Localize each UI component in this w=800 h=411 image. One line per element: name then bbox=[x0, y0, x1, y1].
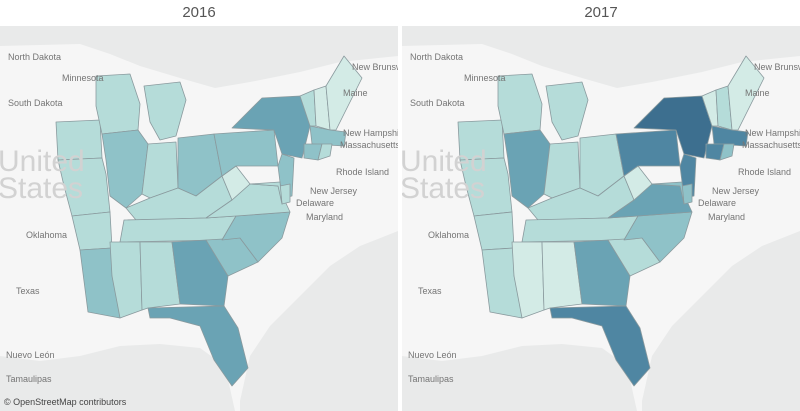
panel-divider bbox=[398, 0, 402, 411]
state-shape-al[interactable] bbox=[541, 241, 583, 311]
label-maryland: Maryland bbox=[708, 212, 745, 222]
water-area bbox=[0, 344, 235, 411]
label-states: States bbox=[402, 172, 485, 205]
label-minnesota: Minnesota bbox=[464, 73, 506, 83]
state-shape-il[interactable] bbox=[503, 129, 551, 209]
choropleth-map[interactable]: North Dakota Minnesota South Dakota Unit… bbox=[402, 26, 800, 411]
state-shape-ri[interactable] bbox=[719, 143, 735, 161]
state-shape-il[interactable] bbox=[101, 129, 149, 209]
label-south-dakota: South Dakota bbox=[8, 98, 63, 108]
panel-title: 2016 bbox=[0, 0, 398, 26]
label-nuevo-leon: Nuevo León bbox=[408, 350, 457, 360]
label-states: States bbox=[0, 172, 83, 205]
state-shape-ms[interactable] bbox=[511, 241, 545, 319]
state-shape-fl[interactable] bbox=[147, 305, 249, 387]
state-shape-pa[interactable] bbox=[615, 129, 681, 177]
label-massachusetts: Massachusetts bbox=[742, 140, 800, 150]
state-shape-ri[interactable] bbox=[317, 143, 333, 161]
state-shape-ma[interactable] bbox=[309, 125, 347, 147]
choropleth-map[interactable]: North Dakota Minnesota South Dakota Unit… bbox=[0, 26, 398, 411]
label-oklahoma: Oklahoma bbox=[428, 230, 469, 240]
label-delaware: Delaware bbox=[698, 198, 736, 208]
state-shape-wi[interactable] bbox=[95, 73, 141, 135]
label-new-brunswick: New Brunswick bbox=[754, 62, 800, 72]
label-nuevo-leon: Nuevo León bbox=[6, 350, 55, 360]
place-labels: North Dakota Minnesota South Dakota Unit… bbox=[402, 52, 800, 384]
label-maine: Maine bbox=[343, 88, 368, 98]
map-panel-2016: 2016 North Dakota Minnesota South Dakota… bbox=[0, 0, 398, 411]
state-shape-me[interactable] bbox=[727, 55, 765, 131]
state-shape-ga[interactable] bbox=[171, 239, 229, 307]
panel-title: 2017 bbox=[402, 0, 800, 26]
label-oklahoma: Oklahoma bbox=[26, 230, 67, 240]
label-tamaulipas: Tamaulipas bbox=[408, 374, 454, 384]
state-shape-ny[interactable] bbox=[633, 95, 713, 159]
label-rhode-island: Rhode Island bbox=[738, 167, 791, 177]
label-texas: Texas bbox=[16, 286, 40, 296]
place-labels: North Dakota Minnesota South Dakota Unit… bbox=[0, 52, 398, 384]
state-shape-tn[interactable] bbox=[119, 215, 237, 243]
water-area bbox=[402, 344, 637, 411]
state-shape-ny[interactable] bbox=[231, 95, 311, 159]
state-shape-ms[interactable] bbox=[109, 241, 143, 319]
state-shape-ga[interactable] bbox=[573, 239, 631, 307]
state-layer bbox=[0, 26, 398, 411]
state-shape-me[interactable] bbox=[325, 55, 363, 131]
state-shape-mi[interactable] bbox=[143, 81, 187, 141]
label-new-jersey: New Jersey bbox=[310, 186, 358, 196]
state-shape-md[interactable] bbox=[249, 181, 283, 205]
label-minnesota: Minnesota bbox=[62, 73, 104, 83]
label-new-brunswick: New Brunswick bbox=[352, 62, 398, 72]
label-maine: Maine bbox=[745, 88, 770, 98]
label-maryland: Maryland bbox=[306, 212, 343, 222]
state-shape-mi[interactable] bbox=[545, 81, 589, 141]
water-area bbox=[0, 26, 398, 88]
label-texas: Texas bbox=[418, 286, 442, 296]
label-united: United bbox=[0, 145, 85, 178]
map-panel-2017: 2017 North Dakota Minnesota South Dakota… bbox=[402, 0, 800, 411]
label-south-dakota: South Dakota bbox=[410, 98, 465, 108]
state-layer bbox=[402, 26, 800, 411]
label-rhode-island: Rhode Island bbox=[336, 167, 389, 177]
water-area bbox=[402, 26, 800, 88]
map-attribution[interactable]: © OpenStreetMap contributors bbox=[4, 397, 127, 407]
label-united: United bbox=[402, 145, 487, 178]
state-shape-wi[interactable] bbox=[497, 73, 543, 135]
state-shape-pa[interactable] bbox=[213, 129, 279, 177]
label-north-dakota: North Dakota bbox=[410, 52, 463, 62]
label-tamaulipas: Tamaulipas bbox=[6, 374, 52, 384]
label-new-hampshire: New Hampshire bbox=[343, 128, 398, 138]
state-shape-md[interactable] bbox=[651, 181, 685, 205]
state-shape-ma[interactable] bbox=[711, 125, 749, 147]
water-area bbox=[240, 231, 398, 411]
state-shape-al[interactable] bbox=[139, 241, 181, 311]
label-massachusetts: Massachusetts bbox=[340, 140, 398, 150]
label-new-jersey: New Jersey bbox=[712, 186, 760, 196]
label-new-hampshire: New Hampshire bbox=[745, 128, 800, 138]
state-shape-tn[interactable] bbox=[521, 215, 639, 243]
state-shape-fl[interactable] bbox=[549, 305, 651, 387]
water-area bbox=[642, 231, 800, 411]
label-north-dakota: North Dakota bbox=[8, 52, 61, 62]
label-delaware: Delaware bbox=[296, 198, 334, 208]
